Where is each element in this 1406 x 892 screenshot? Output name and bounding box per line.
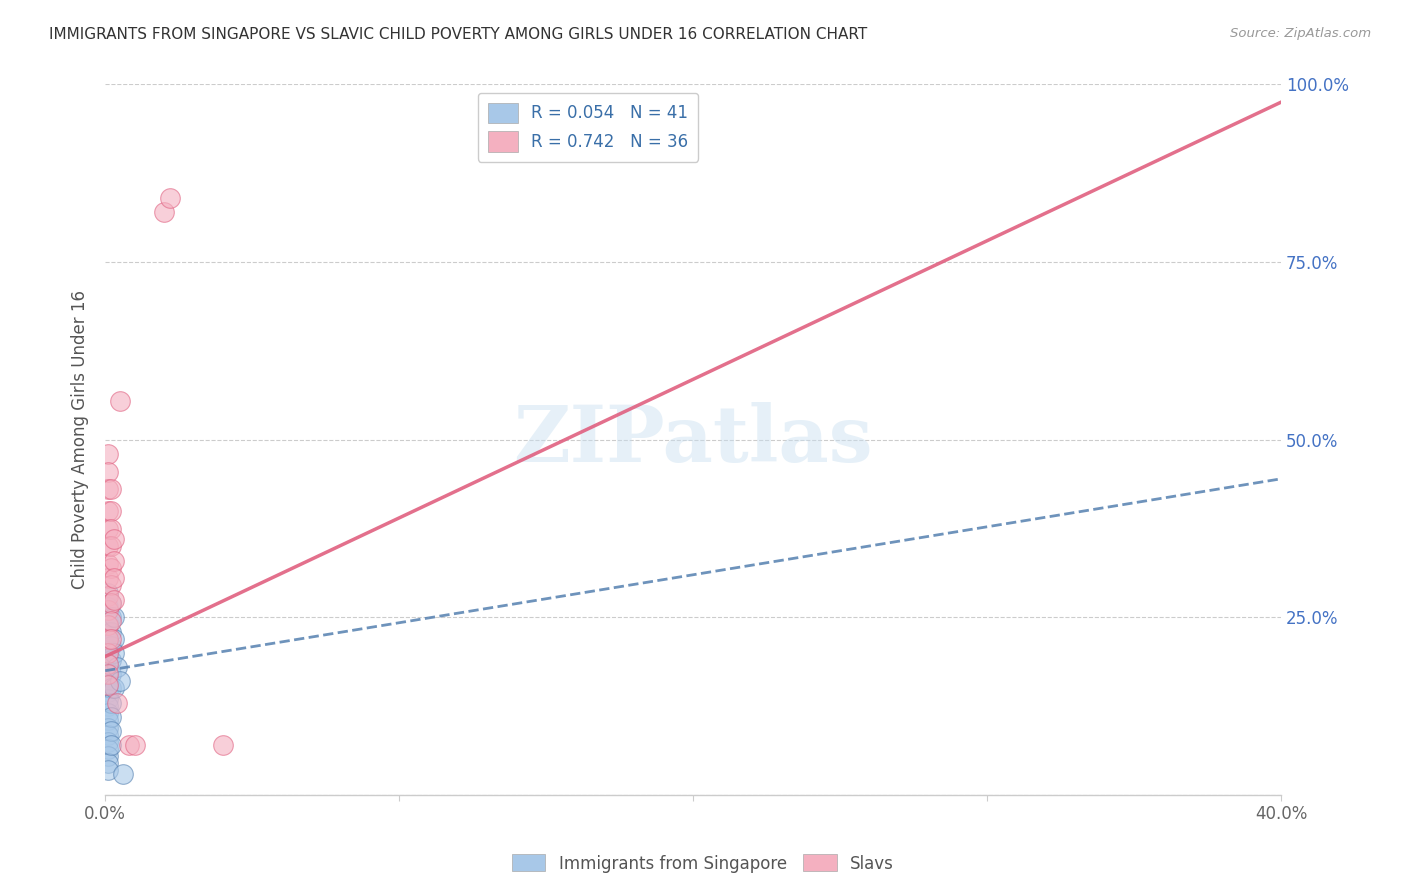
Point [97, 465, 120, 479]
Point [103, 571, 125, 585]
Point [100, 667, 122, 681]
Point [97, 649, 120, 664]
Point [97, 571, 120, 585]
Point [105, 696, 128, 710]
Point [97, 763, 120, 777]
Point [108, 393, 131, 408]
Point [100, 653, 122, 667]
Point [97, 728, 120, 742]
Point [97, 632, 120, 646]
Point [97, 603, 120, 617]
Point [100, 639, 122, 653]
Point [103, 632, 125, 646]
Point [97, 692, 120, 706]
Point [97, 657, 120, 671]
Point [97, 635, 120, 649]
Point [100, 522, 122, 536]
Point [100, 614, 122, 628]
Point [100, 596, 122, 610]
Point [97, 614, 120, 628]
Point [97, 749, 120, 764]
Point [97, 678, 120, 692]
Point [97, 667, 120, 681]
Point [111, 766, 134, 780]
Point [100, 681, 122, 696]
Point [97, 504, 120, 518]
Point [105, 660, 128, 674]
Point [97, 714, 120, 728]
Point [100, 504, 122, 518]
Point [100, 739, 122, 753]
Legend: Immigrants from Singapore, Slavs: Immigrants from Singapore, Slavs [505, 847, 901, 880]
Point [159, 191, 181, 205]
Point [97, 706, 120, 721]
Point [103, 592, 125, 607]
Point [97, 642, 120, 657]
Point [97, 657, 120, 671]
Text: IMMIGRANTS FROM SINGAPORE VS SLAVIC CHILD POVERTY AMONG GIRLS UNDER 16 CORRELATI: IMMIGRANTS FROM SINGAPORE VS SLAVIC CHIL… [49, 27, 868, 42]
Point [103, 553, 125, 567]
Point [100, 632, 122, 646]
Point [97, 447, 120, 461]
Point [100, 560, 122, 574]
Point [103, 533, 125, 547]
Text: ZIPatlas: ZIPatlas [513, 401, 873, 478]
Point [97, 585, 120, 599]
Point [97, 617, 120, 632]
Point [100, 610, 122, 624]
Point [97, 599, 120, 614]
Point [97, 721, 120, 735]
Point [100, 596, 122, 610]
Point [97, 756, 120, 770]
Point [97, 671, 120, 685]
Point [97, 557, 120, 571]
Point [211, 739, 233, 753]
Y-axis label: Child Poverty Among Girls Under 16: Child Poverty Among Girls Under 16 [72, 290, 89, 590]
Point [97, 589, 120, 603]
Point [103, 646, 125, 660]
Point [97, 685, 120, 699]
Point [97, 483, 120, 497]
Point [97, 735, 120, 749]
Point [100, 724, 122, 739]
Point [153, 205, 176, 219]
Point [97, 539, 120, 553]
Point [100, 710, 122, 724]
Point [103, 681, 125, 696]
Point [100, 539, 122, 553]
Text: Source: ZipAtlas.com: Source: ZipAtlas.com [1230, 27, 1371, 40]
Point [97, 742, 120, 756]
Point [100, 696, 122, 710]
Point [97, 624, 120, 639]
Point [100, 578, 122, 592]
Point [97, 699, 120, 714]
Point [97, 646, 120, 660]
Point [100, 624, 122, 639]
Point [97, 664, 120, 678]
Point [100, 483, 122, 497]
Point [97, 522, 120, 536]
Point [124, 739, 146, 753]
Point [103, 610, 125, 624]
Point [108, 674, 131, 689]
Legend: R = 0.054   N = 41, R = 0.742   N = 36: R = 0.054 N = 41, R = 0.742 N = 36 [478, 93, 699, 161]
Point [118, 739, 141, 753]
Point [97, 678, 120, 692]
